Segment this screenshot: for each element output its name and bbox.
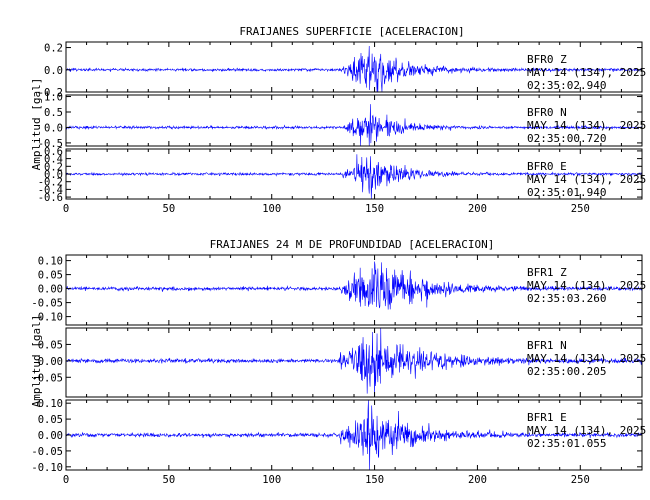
y-tick-label-depth-z: 0.10 <box>38 256 63 268</box>
y-tick-label-depth-e: -0.05 <box>31 446 63 458</box>
waveform-trace-surface-e <box>66 154 642 199</box>
x-tick-label-depth: 250 <box>571 474 590 486</box>
station-channel-label-surface-n: BFR0 N <box>527 106 567 119</box>
figure-title-depth: FRAIJANES 24 M DE PROFUNDIDAD [ACELERACI… <box>210 238 495 251</box>
y-tick-label-depth-z: -0.10 <box>31 312 63 324</box>
y-tick-label-depth-n: 0.05 <box>38 339 63 351</box>
y-tick-label-surface-n: -0.5 <box>38 138 63 150</box>
x-tick-label-surface: 200 <box>468 203 487 215</box>
x-tick-label-surface: 50 <box>163 203 176 215</box>
y-tick-label-surface-e: 0.6 <box>44 146 63 158</box>
y-tick-label-surface-z: 0.0 <box>44 65 63 77</box>
station-channel-label-surface-z: BFR0 Z <box>527 53 567 66</box>
x-tick-label-surface: 0 <box>63 203 69 215</box>
y-tick-label-depth-e: 0.00 <box>38 430 63 442</box>
y-tick-label-surface-e: 0.4 <box>44 154 63 166</box>
time-label-surface-n: 02:35:00.720 <box>527 132 606 145</box>
x-tick-label-surface: 250 <box>571 203 590 215</box>
waveform-trace-depth-n <box>66 328 642 397</box>
x-tick-label-depth: 100 <box>262 474 281 486</box>
x-tick-label-surface: 150 <box>365 203 384 215</box>
y-tick-label-depth-z: -0.05 <box>31 298 63 310</box>
date-label-surface-e: MAY 14 (134), 2025 <box>527 173 646 186</box>
y-tick-label-depth-e: 0.10 <box>38 398 63 410</box>
y-tick-label-depth-n: -0.05 <box>31 372 63 384</box>
y-tick-label-surface-e: 0.2 <box>44 161 63 173</box>
date-label-depth-z: MAY 14 (134), 2025 <box>527 279 646 292</box>
date-label-depth-e: MAY 14 (134), 2025 <box>527 424 646 437</box>
station-channel-label-depth-z: BFR1 Z <box>527 266 567 279</box>
surface-accelerogram-figure: FRAIJANES SUPERFICIE [ACELERACION] Ampli… <box>30 25 646 215</box>
y-tick-label-surface-z: 0.2 <box>44 43 63 55</box>
station-channel-label-depth-n: BFR1 N <box>527 339 567 352</box>
date-label-surface-z: MAY 14 (134), 2025 <box>527 66 646 79</box>
y-tick-label-surface-e: -0.4 <box>38 184 63 196</box>
y-tick-label-surface-z: -0.2 <box>38 87 63 99</box>
date-label-surface-n: MAY 14 (134), 2025 <box>527 119 646 132</box>
y-tick-label-surface-e: 0.0 <box>44 169 63 181</box>
x-tick-label-depth: 0 <box>63 474 69 486</box>
time-label-surface-z: 02:35:02.940 <box>527 79 606 92</box>
x-tick-label-depth: 50 <box>163 474 176 486</box>
y-tick-label-surface-e: -0.2 <box>38 177 63 189</box>
y-axis-label-surface: Amplitud [gal] <box>30 78 43 171</box>
y-tick-label-surface-n: 1.0 <box>44 92 63 104</box>
y-tick-label-depth-e: 0.05 <box>38 414 63 426</box>
y-tick-label-depth-z: 0.00 <box>38 284 63 296</box>
depth-accelerogram-figure: FRAIJANES 24 M DE PROFUNDIDAD [ACELERACI… <box>30 238 646 486</box>
x-tick-label-depth: 150 <box>365 474 384 486</box>
time-label-depth-e: 02:35:01.055 <box>527 437 606 450</box>
time-label-surface-e: 02:35:01.940 <box>527 186 606 199</box>
time-label-depth-z: 02:35:03.260 <box>527 292 606 305</box>
waveform-trace-depth-e <box>66 400 642 470</box>
waveform-trace-depth-z <box>66 261 642 310</box>
y-tick-label-surface-n: 0.0 <box>44 122 63 134</box>
y-tick-label-depth-z: 0.05 <box>38 270 63 282</box>
y-tick-label-depth-e: -0.10 <box>31 462 63 474</box>
figure-title-surface: FRAIJANES SUPERFICIE [ACELERACION] <box>239 25 464 38</box>
x-tick-label-surface: 100 <box>262 203 281 215</box>
date-label-depth-n: MAY 14 (134), 2025 <box>527 352 646 365</box>
station-channel-label-depth-e: BFR1 E <box>527 411 567 424</box>
y-tick-label-surface-n: 0.5 <box>44 107 63 119</box>
station-channel-label-surface-e: BFR0 E <box>527 160 567 173</box>
waveform-trace-surface-z <box>66 45 642 92</box>
y-tick-label-depth-n: 0.00 <box>38 356 63 368</box>
y-tick-label-surface-e: -0.6 <box>38 192 63 204</box>
x-tick-label-depth: 200 <box>468 474 487 486</box>
y-axis-label-depth: Amplitud [gal] <box>30 315 43 408</box>
time-label-depth-n: 02:35:00.205 <box>527 365 606 378</box>
waveform-trace-surface-n <box>66 104 642 146</box>
